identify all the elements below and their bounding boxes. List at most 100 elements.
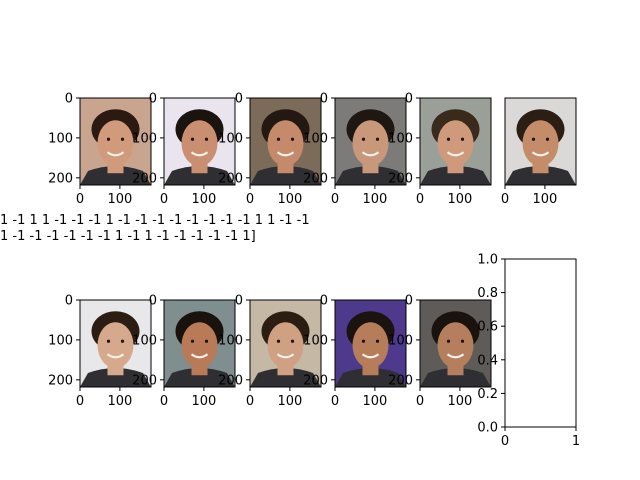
y-tick-label: 100 (388, 131, 413, 146)
face-shape (437, 322, 474, 369)
eye-shape (204, 137, 209, 141)
eye-shape (290, 339, 295, 343)
axes-frame (334, 299, 407, 388)
face-photo (420, 98, 491, 185)
face-photo (420, 300, 491, 387)
axes-frame (504, 97, 577, 186)
eye-shape (190, 339, 195, 343)
subplot-r0-c0: 0 100 0 100 200 (48, 92, 152, 207)
y-tick-label: 100 (132, 333, 157, 348)
axes-frame (163, 299, 236, 388)
caption-line-2: 1 -1 -1 -1 -1 -1 -1 1 -1 1 -1 -1 -1 -1 -… (0, 229, 256, 244)
axes-frame (419, 97, 492, 186)
x-tick-label: 0 (331, 192, 339, 207)
y-tick-label: 0 (149, 294, 157, 309)
face-photo (250, 98, 321, 185)
x-tick-label: 0 (160, 394, 168, 409)
face-photo (80, 98, 151, 185)
smile-shape (361, 353, 380, 359)
shirt-shape (335, 166, 406, 185)
y-tick-label: 0 (405, 294, 413, 309)
y-tick-label: 0.8 (477, 286, 498, 301)
smile-shape (361, 151, 380, 157)
y-tick-label: 100 (48, 131, 73, 146)
y-tick-label: 0 (320, 294, 328, 309)
subplot-r1-c5: 0 1 0.0 0.2 0.4 0.6 0.8 1.0 (477, 253, 580, 450)
eye-shape (120, 137, 125, 141)
eye-shape (276, 339, 281, 343)
axes-frame (249, 299, 322, 388)
smile-shape (190, 151, 209, 157)
smile-shape (106, 353, 125, 359)
x-tick-label: 100 (277, 192, 302, 207)
y-tick-label: 200 (48, 373, 73, 388)
eye-shape (460, 339, 465, 343)
subplot-r1-c0: 0 100 0 100 200 (48, 294, 152, 409)
shirt-shape (335, 368, 406, 387)
y-tick-label: 100 (303, 333, 328, 348)
x-tick-label: 100 (362, 394, 387, 409)
y-tick-label: 200 (303, 171, 328, 186)
face-shape (267, 322, 304, 369)
x-tick-label: 100 (362, 192, 387, 207)
y-tick-label: 100 (132, 131, 157, 146)
y-tick-label: 0 (65, 92, 73, 107)
shirt-shape (80, 166, 151, 185)
x-tick-label: 0 (246, 394, 254, 409)
axes-frame (334, 97, 407, 186)
shirt-shape (420, 166, 491, 185)
x-tick-label: 100 (447, 192, 472, 207)
face-photo (335, 98, 406, 185)
y-tick-label: 0 (65, 294, 73, 309)
x-tick-label: 0 (331, 394, 339, 409)
axes-frame (163, 97, 236, 186)
y-tick-label: 100 (218, 131, 243, 146)
y-tick-label: 100 (218, 333, 243, 348)
shirt-shape (164, 166, 235, 185)
smile-shape (531, 151, 550, 157)
y-tick-label: 200 (48, 171, 73, 186)
eye-shape (190, 137, 195, 141)
eye-shape (531, 137, 536, 141)
y-tick-label: 0 (405, 92, 413, 107)
eye-shape (545, 137, 550, 141)
eye-shape (446, 339, 451, 343)
face-shape (181, 322, 218, 369)
face-photo (250, 300, 321, 387)
y-tick-label: 200 (218, 171, 243, 186)
smile-shape (276, 151, 295, 157)
x-tick-label: 0 (76, 394, 84, 409)
eye-shape (120, 339, 125, 343)
y-tick-label: 200 (303, 373, 328, 388)
x-tick-label: 0 (501, 434, 509, 449)
smile-shape (446, 151, 465, 157)
smile-shape (190, 353, 209, 359)
x-tick-label: 100 (191, 394, 216, 409)
face-shape (97, 322, 134, 369)
y-tick-label: 0.2 (477, 387, 498, 402)
face-shape (97, 120, 134, 167)
shirt-shape (505, 166, 576, 185)
face-shape (267, 120, 304, 167)
y-tick-label: 0 (320, 92, 328, 107)
shirt-shape (164, 368, 235, 387)
subplot-r1-c3: 0 100 0 100 200 (303, 294, 407, 409)
y-tick-label: 0 (149, 92, 157, 107)
y-tick-label: 0.4 (477, 353, 498, 368)
subplot-r0-c4: 0 100 0 100 200 (388, 92, 492, 207)
x-tick-label: 0 (246, 192, 254, 207)
subplot-r0-c5: 0 100 (501, 97, 577, 207)
face-photo (164, 98, 235, 185)
shirt-shape (250, 368, 321, 387)
face-shape (181, 120, 218, 167)
face-photo (80, 300, 151, 387)
y-tick-label: 200 (218, 373, 243, 388)
y-tick-label: 0.0 (477, 421, 498, 436)
x-tick-label: 0 (160, 192, 168, 207)
eye-shape (460, 137, 465, 141)
x-tick-label: 0 (416, 394, 424, 409)
x-tick-label: 0 (76, 192, 84, 207)
axes-frame (79, 97, 152, 186)
